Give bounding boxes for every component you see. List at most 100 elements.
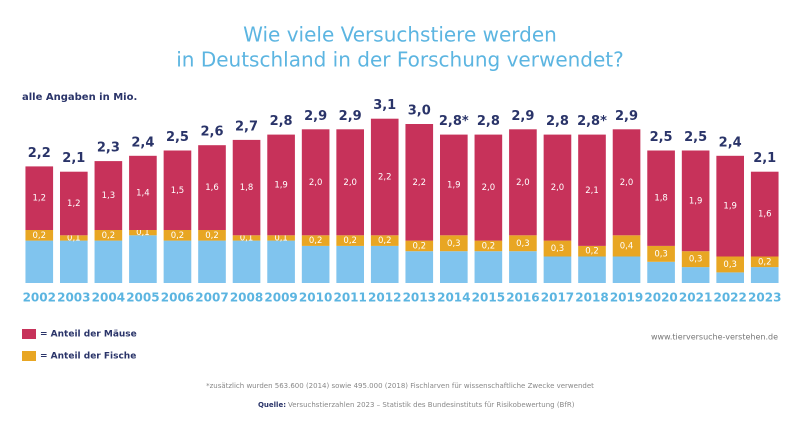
x-tick-label: 2022: [713, 291, 746, 305]
bar-segment: [543, 240, 572, 257]
value-label: 0,2: [309, 236, 323, 246]
bar-segment: [543, 134, 572, 241]
total-label: 3,1: [373, 98, 396, 113]
value-label: 1,5: [171, 186, 185, 196]
bar-segment: [716, 272, 744, 283]
x-tick-label: 2013: [403, 291, 436, 305]
value-label: 1,8: [654, 194, 668, 204]
bar-segment: [612, 129, 641, 236]
bar-segment: [198, 240, 226, 283]
bar-segment: [474, 134, 503, 241]
value-label: 0,3: [723, 260, 737, 270]
bar-segment: [509, 235, 537, 252]
value-label: 0,2: [33, 231, 47, 241]
bar-segment: [509, 129, 537, 236]
bar-segment: [267, 235, 295, 241]
value-label: 2,0: [309, 178, 323, 188]
total-label: 2,9: [615, 109, 638, 124]
bar-segment: [440, 251, 468, 283]
x-tick-label: 2017: [541, 291, 574, 305]
value-label: 1,3: [102, 191, 116, 201]
value-label: 1,8: [240, 183, 254, 193]
value-label: 1,9: [689, 196, 703, 206]
source: Versuchstierzahlen 2023 – Statistik des …: [288, 401, 575, 409]
bar-segment: [681, 150, 710, 252]
legend-label: = Anteil der Mäuse: [40, 330, 137, 340]
x-tick-label: 2019: [610, 291, 643, 305]
footnote: *zusätzlich wurden 563.600 (2014) sowie …: [206, 382, 594, 390]
x-tick-label: 2005: [126, 291, 159, 305]
bar-segment: [681, 251, 710, 268]
value-label: 0,1: [240, 233, 254, 243]
bar-segment: [543, 256, 572, 283]
x-tick-label: 2009: [264, 291, 297, 305]
total-label: 2,5: [166, 130, 189, 145]
x-tick-label: 2016: [506, 291, 539, 305]
x-tick-label: 2020: [644, 291, 677, 305]
x-tick-label: 2004: [92, 291, 125, 305]
bar-segment: [750, 267, 779, 283]
total-label: 2,6: [200, 125, 223, 140]
total-label: 2,8: [546, 114, 569, 129]
value-label: 1,2: [33, 194, 47, 204]
bar-segment: [129, 155, 157, 230]
value-label: 2,2: [378, 173, 392, 183]
bar-segment: [60, 235, 88, 241]
bar-segment: [129, 235, 157, 283]
value-label: 0,4: [620, 241, 634, 251]
bar-segment: [716, 155, 744, 257]
bar-segment: [405, 251, 434, 283]
x-tick-label: 2006: [161, 291, 194, 305]
bar-segment: [578, 245, 606, 257]
total-label: 2,4: [719, 135, 742, 150]
x-tick-label: 2011: [333, 291, 366, 305]
bar-segment: [267, 240, 295, 283]
value-label: 0,3: [551, 244, 565, 254]
value-label: 0,2: [482, 241, 496, 251]
source-label: Quelle:: [258, 401, 286, 409]
total-label: 2,8*: [577, 114, 607, 129]
chart-title: in Deutschland in der Forschung verwende…: [176, 48, 624, 72]
bar-segment: [509, 251, 537, 283]
x-tick-label: 2021: [679, 291, 712, 305]
total-label: 2,3: [97, 141, 120, 156]
value-label: 0,2: [413, 241, 427, 251]
value-label: 2,2: [413, 178, 427, 188]
bar-segment: [129, 230, 157, 236]
value-label: 2,1: [585, 186, 599, 196]
total-label: 2,2: [28, 146, 51, 161]
value-label: 0,3: [654, 249, 668, 259]
bar-segment: [612, 256, 641, 283]
bar-segment: [716, 256, 744, 273]
bar-segment: [163, 240, 192, 283]
value-label: 1,2: [67, 199, 81, 209]
subtitle: alle Angaben in Mio.: [22, 92, 137, 103]
value-label: 0,3: [516, 239, 530, 249]
value-label: 0,2: [102, 231, 116, 241]
total-label: 2,8*: [439, 114, 469, 129]
bar-segment: [474, 240, 503, 252]
x-tick-label: 2012: [368, 291, 401, 305]
bar-segment: [232, 139, 261, 236]
bar-segment: [440, 134, 468, 236]
bar-segment: [647, 150, 675, 246]
total-label: 2,7: [235, 119, 258, 134]
total-label: 2,9: [304, 109, 327, 124]
bar-segment: [25, 240, 54, 283]
bar-segment: [336, 129, 364, 236]
value-label: 0,2: [758, 257, 772, 267]
legend-label: = Anteil der Fische: [40, 352, 136, 362]
value-label: 0,1: [136, 228, 150, 238]
value-label: 1,6: [205, 183, 219, 193]
value-label: 1,9: [274, 180, 288, 190]
bar-segment: [440, 235, 468, 252]
total-label: 3,0: [408, 104, 431, 119]
total-label: 2,1: [753, 151, 776, 166]
legend-swatch: [22, 329, 36, 339]
value-label: 1,4: [136, 188, 150, 198]
bar-segment: [301, 129, 330, 236]
bar-segment: [647, 261, 675, 283]
bar-segment: [370, 235, 399, 246]
bar-segment: [267, 134, 295, 236]
